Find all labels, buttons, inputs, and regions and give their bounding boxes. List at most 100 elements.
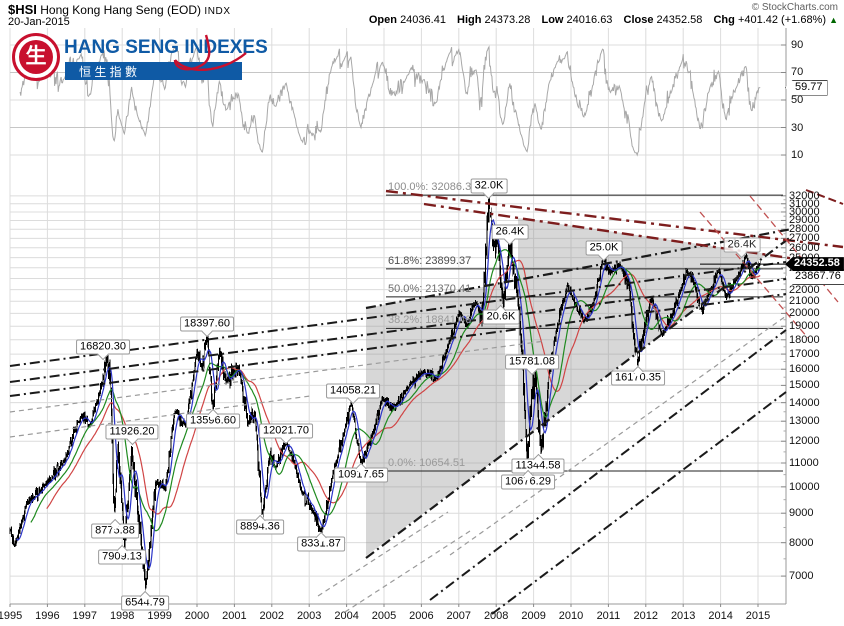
trendline: [423, 202, 844, 268]
last-price-tag: 24352.58: [785, 257, 844, 272]
y-axis-price-label: 12000: [789, 435, 820, 448]
y-axis-price-label: 29000: [789, 214, 820, 227]
price-callout: 11344.58: [511, 453, 565, 474]
price-callout: 10917.65: [334, 462, 388, 483]
x-axis-year-label: 2000: [184, 610, 210, 622]
x-axis-year-label: 1996: [35, 610, 60, 622]
price-callout: 8894.36: [236, 514, 284, 535]
price-callout: 8775.88: [91, 518, 139, 539]
price-callout: 26.4K: [491, 224, 529, 245]
logo-seal-icon: 生: [19, 40, 53, 74]
price-callout: 12021.70: [259, 423, 313, 444]
x-axis-year-label: 2012: [633, 610, 659, 622]
price-callout: 6544.79: [121, 590, 169, 611]
price-callout: 13596.60: [186, 408, 240, 429]
low-value: 24016.63: [566, 14, 613, 26]
chart-date: 20-Jan-2015: [8, 16, 70, 28]
x-axis-year-label: 2011: [596, 610, 621, 622]
trendline: [365, 235, 793, 559]
x-axis-year-label: 2004: [334, 610, 359, 622]
y-axis-price-label: 26000: [789, 241, 820, 254]
y-axis-price-label: 32000: [789, 189, 820, 202]
ohlc-quote-line: Open 24036.41 High 24373.28 Low 24016.63…: [361, 14, 838, 26]
x-axis-year-label: 2014: [708, 610, 733, 622]
shaded-pattern-region: [518, 218, 767, 443]
price-callout: 14058.21: [326, 383, 380, 404]
chg-value: +401.42 (+1.68%): [737, 14, 827, 26]
x-axis-year-label: 2009: [521, 610, 546, 622]
y-axis-price-label: 9000: [789, 507, 814, 520]
fib-level-label: 50.0%: 21370.41: [388, 282, 472, 295]
x-axis-year-label: 2013: [670, 610, 696, 622]
secondary-price-tag: 23867.76: [785, 269, 844, 286]
trendline: [805, 189, 844, 205]
y-axis-price-label: 21000: [789, 295, 820, 308]
y-axis-price-label: 19000: [789, 320, 820, 333]
moving-average-10: [16, 218, 761, 570]
chg-label: Chg: [713, 14, 735, 26]
y-axis-price-label: 15000: [789, 379, 820, 392]
symbol-name: Hong Kong Hang Seng (EOD): [40, 3, 202, 17]
up-arrow-icon: ▲: [829, 15, 838, 25]
y-axis-price-label: 8000: [789, 536, 814, 549]
x-axis-year-label: 2002: [259, 610, 285, 622]
x-axis-year-label: 2005: [371, 610, 397, 622]
logo-swoosh-icon: [173, 34, 247, 71]
y-axis-price-label: 16000: [789, 363, 820, 376]
y-axis-price-label: 20000: [789, 307, 820, 320]
trendline: [365, 227, 793, 310]
indicator-axis-label: 10: [791, 149, 804, 162]
close-label: Close: [623, 14, 654, 26]
y-axis-price-label: 11000: [789, 456, 819, 469]
symbol: $HSI: [8, 2, 37, 17]
x-axis-year-label: 2010: [558, 610, 584, 622]
x-axis-year-label: 1998: [109, 610, 135, 622]
high-label: High: [457, 14, 482, 26]
indicator-line: [19, 44, 761, 157]
indicator-axis-label: 30: [791, 121, 804, 134]
close-value: 24352.58: [656, 14, 703, 26]
price-callout: 10676.29: [501, 469, 555, 490]
copyright: © StockCharts.com: [751, 2, 838, 13]
x-axis-year-label: 1997: [72, 610, 98, 622]
indicator-axis-label: 70: [791, 66, 804, 79]
trendline: [344, 530, 471, 613]
price-callout: 20.6K: [482, 304, 520, 325]
indicator-value-tag: 59.77: [785, 79, 828, 96]
open-label: Open: [368, 14, 397, 26]
trendline: [699, 211, 809, 339]
x-axis-year-label: 2001: [222, 610, 247, 622]
y-axis-price-label: 17000: [789, 348, 820, 361]
shaded-pattern-region: [366, 283, 505, 556]
y-axis-price-label: 28000: [789, 223, 820, 236]
x-axis-year-label: 2015: [745, 610, 771, 622]
trendline: [491, 391, 787, 615]
x-axis-year-label: 1999: [147, 610, 172, 622]
y-axis-price-label: 30000: [789, 205, 820, 218]
fib-level-label: 38.2%: 18841.46: [388, 314, 472, 327]
x-axis-year-label: 2007: [446, 610, 472, 622]
price-callout: 7909.13: [98, 544, 146, 565]
y-axis-price-label: 10000: [789, 480, 820, 493]
indicator-axis-label: 50: [791, 94, 804, 106]
y-axis-price-label: 13000: [789, 415, 820, 428]
y-axis-price-label: 31000: [789, 197, 820, 210]
fib-level-label: 100.0%: 32086.31: [388, 181, 478, 194]
y-axis-price-label: 27000: [789, 232, 820, 245]
price-callout: 32.0K: [470, 178, 508, 199]
open-value: 24036.41: [400, 14, 446, 26]
high-value: 24373.28: [484, 14, 531, 26]
y-axis-price-label: 22000: [789, 283, 820, 296]
y-axis-price-label: 7000: [789, 570, 814, 583]
trendline: [385, 189, 844, 249]
fib-level-label: 61.8%: 23899.37: [388, 254, 472, 267]
price-callout: 11926.20: [105, 424, 159, 445]
y-axis-price-label: 14000: [789, 396, 820, 409]
trendline: [9, 395, 311, 438]
chart-header: $HSI Hong Kong Hang Seng (EOD) INDX: [8, 2, 231, 17]
fib-level-label: 0.0%: 10654.51: [388, 456, 466, 469]
x-axis-year-label: 1995: [0, 610, 23, 622]
indicator-axis-label: 90: [791, 38, 804, 51]
